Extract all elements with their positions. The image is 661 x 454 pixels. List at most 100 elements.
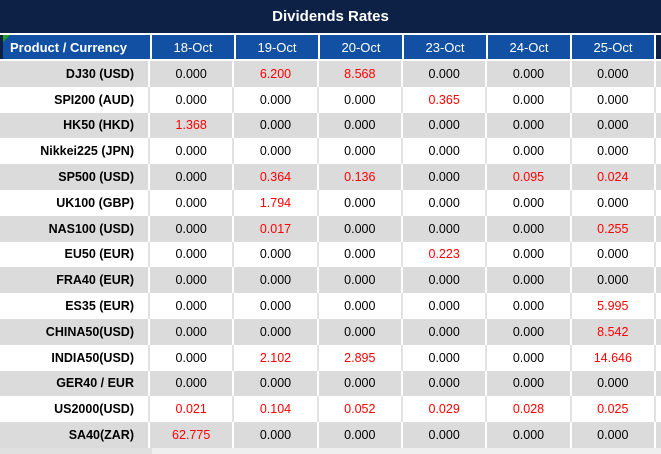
value-cell: 0.000 bbox=[234, 422, 319, 448]
value-cell: 1.794 bbox=[234, 189, 319, 216]
value-cell: 0.223 bbox=[402, 241, 488, 268]
value-cell: 0.000 bbox=[150, 344, 235, 371]
value-cell: 0.000 bbox=[318, 422, 403, 448]
header-left-border bbox=[0, 35, 3, 59]
value-cell: 0.000 bbox=[571, 241, 656, 268]
value-cell: 0.000 bbox=[487, 293, 572, 319]
value-cell: 0.000 bbox=[487, 86, 572, 113]
value-cell: 0.000 bbox=[487, 241, 572, 268]
value-cell: 0.000 bbox=[402, 215, 488, 242]
value-cell: 0.000 bbox=[150, 215, 235, 242]
product-cell: EU50 (EUR) bbox=[0, 241, 150, 268]
value-cell: 0.000 bbox=[402, 267, 488, 294]
value-cell: 0.000 bbox=[150, 86, 235, 113]
table-row: UK100 (GBP) 0.000 1.794 0.000 0.000 0.000 0.00… bbox=[0, 189, 661, 216]
table-row: SP500 (USD) 0.000 0.364 0.136 0.000 0.095 0.02… bbox=[0, 164, 661, 190]
value-cell: 2.102 bbox=[234, 344, 319, 371]
value-cell: 0.000 bbox=[234, 138, 319, 165]
table-row: Nikkei225 (JPN) 0.000 0.000 0.000 0.000 0.000… bbox=[0, 138, 661, 165]
value-cell: 0.000 bbox=[234, 318, 319, 345]
table-row: US2000(USD) 0.021 0.104 0.052 0.029 0.028 0.02… bbox=[0, 396, 661, 423]
value-cell: 0.000 bbox=[487, 138, 572, 165]
row-right-edge bbox=[655, 215, 661, 242]
product-cell: DJ30 (USD) bbox=[0, 61, 150, 87]
product-cell: GER40 / EUR bbox=[0, 370, 150, 397]
value-cell: 0.000 bbox=[150, 138, 235, 165]
table-title: Dividends Rates bbox=[0, 0, 661, 33]
row-right-edge bbox=[655, 164, 661, 190]
row-right-edge bbox=[655, 293, 661, 319]
value-cell: 0.095 bbox=[487, 164, 572, 190]
bottom-edge-product-segment bbox=[0, 448, 152, 454]
table-row: GER40 / EUR 0.000 0.000 0.000 0.000 0.000 0.00… bbox=[0, 370, 661, 397]
row-right-edge bbox=[655, 112, 661, 139]
value-cell: 0.000 bbox=[234, 86, 319, 113]
value-cell: 0.000 bbox=[318, 189, 403, 216]
value-cell: 0.000 bbox=[402, 293, 488, 319]
product-cell: INDIA50(USD) bbox=[0, 344, 150, 371]
table-row: CHINA50(USD) 0.000 0.000 0.000 0.000 0.000 8.5… bbox=[0, 318, 661, 345]
date-header-25-oct: 25-Oct bbox=[572, 35, 654, 59]
value-cell: 0.000 bbox=[402, 318, 488, 345]
value-cell: 0.000 bbox=[571, 61, 656, 87]
value-cell: 0.000 bbox=[318, 215, 403, 242]
value-cell: 6.200 bbox=[234, 61, 319, 87]
value-cell: 0.365 bbox=[402, 86, 488, 113]
value-cell: 0.029 bbox=[402, 396, 488, 423]
value-cell: 0.000 bbox=[487, 112, 572, 139]
value-cell: 0.136 bbox=[318, 164, 403, 190]
value-cell: 0.000 bbox=[318, 267, 403, 294]
value-cell: 0.000 bbox=[402, 164, 488, 190]
product-cell: HK50 (HKD) bbox=[0, 112, 150, 139]
bottom-edge-strip bbox=[0, 448, 661, 454]
table-row: SA40(ZAR) 62.775 0.000 0.000 0.000 0.000 0.000 bbox=[0, 422, 661, 448]
date-header-24-oct: 24-Oct bbox=[488, 35, 570, 59]
header-row: Product / Currency 18-Oct 19-Oct 20-Oct 23-… bbox=[0, 33, 661, 61]
value-cell: 0.000 bbox=[402, 112, 488, 139]
value-cell: 0.000 bbox=[487, 422, 572, 448]
value-cell: 0.000 bbox=[402, 422, 488, 448]
value-cell: 0.000 bbox=[402, 370, 488, 397]
product-cell: CHINA50(USD) bbox=[0, 318, 150, 345]
value-cell: 0.000 bbox=[571, 370, 656, 397]
value-cell: 0.000 bbox=[571, 112, 656, 139]
row-right-edge bbox=[655, 267, 661, 294]
row-right-edge bbox=[655, 318, 661, 345]
value-cell: 0.000 bbox=[487, 318, 572, 345]
value-cell: 0.000 bbox=[150, 293, 235, 319]
value-cell: 0.000 bbox=[234, 370, 319, 397]
value-cell: 0.000 bbox=[571, 86, 656, 113]
value-cell: 0.000 bbox=[150, 370, 235, 397]
value-cell: 0.025 bbox=[571, 396, 656, 423]
table-row: EU50 (EUR) 0.000 0.000 0.000 0.223 0.000 0.000 bbox=[0, 241, 661, 268]
product-cell: NAS100 (USD) bbox=[0, 215, 150, 242]
row-right-edge bbox=[655, 344, 661, 371]
value-cell: 0.028 bbox=[487, 396, 572, 423]
table-row: DJ30 (USD) 0.000 6.200 8.568 0.000 0.000 0.000 bbox=[0, 61, 661, 87]
row-right-edge bbox=[655, 189, 661, 216]
row-right-edge bbox=[655, 370, 661, 397]
value-cell: 0.000 bbox=[150, 164, 235, 190]
value-cell: 2.895 bbox=[318, 344, 403, 371]
value-cell: 0.000 bbox=[571, 138, 656, 165]
table-row: SPI200 (AUD) 0.000 0.000 0.000 0.365 0.000 0.0… bbox=[0, 86, 661, 113]
value-cell: 0.104 bbox=[234, 396, 319, 423]
value-cell: 5.995 bbox=[571, 293, 656, 319]
value-cell: 0.021 bbox=[150, 396, 235, 423]
product-cell: UK100 (GBP) bbox=[0, 189, 150, 216]
product-cell: US2000(USD) bbox=[0, 396, 150, 423]
table-body: DJ30 (USD) 0.000 6.200 8.568 0.000 0.000 0.000… bbox=[0, 61, 661, 448]
value-cell: 8.542 bbox=[571, 318, 656, 345]
value-cell: 0.017 bbox=[234, 215, 319, 242]
value-cell: 0.000 bbox=[487, 189, 572, 216]
value-cell: 0.000 bbox=[150, 61, 235, 87]
value-cell: 0.000 bbox=[487, 215, 572, 242]
value-cell: 0.000 bbox=[150, 241, 235, 268]
product-cell: FRA40 (EUR) bbox=[0, 267, 150, 294]
product-cell: SA40(ZAR) bbox=[0, 422, 150, 448]
product-cell: ES35 (EUR) bbox=[0, 293, 150, 319]
row-right-edge bbox=[655, 138, 661, 165]
product-cell: Nikkei225 (JPN) bbox=[0, 138, 150, 165]
value-cell: 0.000 bbox=[402, 138, 488, 165]
